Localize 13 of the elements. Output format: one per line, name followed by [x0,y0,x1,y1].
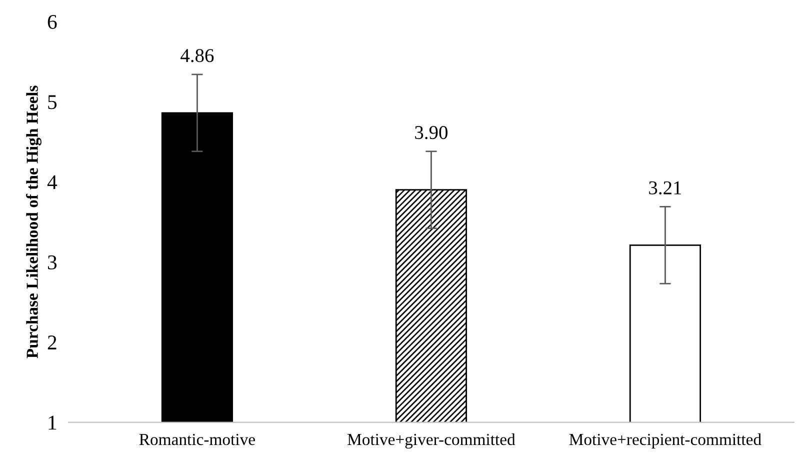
x-tick-label: Motive+recipient-committed [569,433,762,448]
x-tick-label: Motive+giver-committed [348,433,516,449]
y-tick-label: 4 [47,175,58,190]
x-tick-label: Romantic-motive [139,434,255,446]
data-label: 3.90 [415,126,448,140]
y-axis-title: Purchase Likelihood of the High Heels [26,86,42,358]
y-tick-label: 2 [48,336,56,350]
y-tick-label: 6 [48,14,57,29]
data-label: 3.21 [649,181,682,194]
data-label: 4.86 [180,49,214,62]
y-tick-label: 3 [48,255,57,270]
y-tick-label: 5 [48,95,57,110]
y-tick-label: 1 [48,416,56,430]
